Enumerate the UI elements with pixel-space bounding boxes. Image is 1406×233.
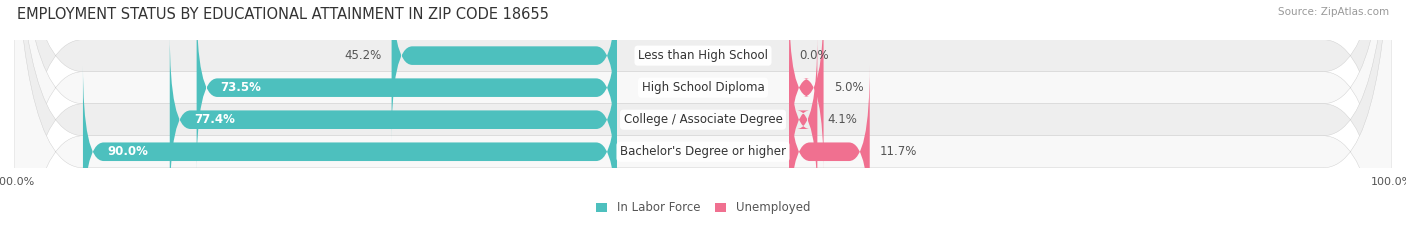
Legend: In Labor Force, Unemployed: In Labor Force, Unemployed <box>591 197 815 219</box>
Text: EMPLOYMENT STATUS BY EDUCATIONAL ATTAINMENT IN ZIP CODE 18655: EMPLOYMENT STATUS BY EDUCATIONAL ATTAINM… <box>17 7 548 22</box>
FancyBboxPatch shape <box>789 33 817 206</box>
FancyBboxPatch shape <box>197 1 617 175</box>
Text: High School Diploma: High School Diploma <box>641 81 765 94</box>
Text: 45.2%: 45.2% <box>344 49 381 62</box>
Text: 11.7%: 11.7% <box>880 145 918 158</box>
Text: 4.1%: 4.1% <box>828 113 858 126</box>
Text: Bachelor's Degree or higher: Bachelor's Degree or higher <box>620 145 786 158</box>
FancyBboxPatch shape <box>170 33 617 206</box>
Text: 90.0%: 90.0% <box>107 145 148 158</box>
Text: College / Associate Degree: College / Associate Degree <box>624 113 782 126</box>
FancyBboxPatch shape <box>789 1 824 175</box>
Text: Source: ZipAtlas.com: Source: ZipAtlas.com <box>1278 7 1389 17</box>
Text: 73.5%: 73.5% <box>221 81 262 94</box>
FancyBboxPatch shape <box>14 0 1392 233</box>
Text: 77.4%: 77.4% <box>194 113 235 126</box>
FancyBboxPatch shape <box>83 65 617 233</box>
FancyBboxPatch shape <box>392 0 617 142</box>
Text: 5.0%: 5.0% <box>834 81 863 94</box>
Text: 0.0%: 0.0% <box>800 49 830 62</box>
FancyBboxPatch shape <box>14 0 1392 233</box>
Text: Less than High School: Less than High School <box>638 49 768 62</box>
FancyBboxPatch shape <box>14 0 1392 233</box>
FancyBboxPatch shape <box>789 65 870 233</box>
FancyBboxPatch shape <box>14 0 1392 233</box>
